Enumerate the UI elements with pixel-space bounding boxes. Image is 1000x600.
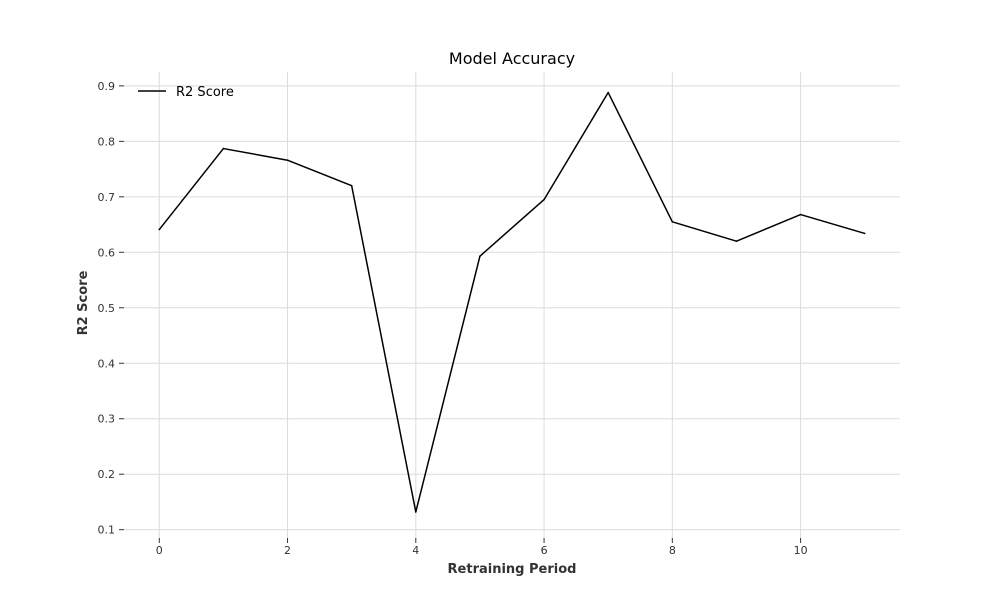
x-tick-label: 8 [669, 544, 676, 557]
y-tick-label: 0.1 [98, 524, 116, 537]
legend: R2 Score [138, 85, 234, 100]
y-tick-label: 0.2 [98, 468, 116, 481]
x-tick-label: 6 [541, 544, 548, 557]
data-point [479, 255, 481, 257]
y-tick-label: 0.4 [98, 357, 116, 370]
y-tick-label: 0.7 [98, 191, 116, 204]
axis-ticks: 0 2 4 6 8 10 0.1 0.2 0.3 0.4 0.5 0.6 0.7 0.8 0.9 [98, 80, 808, 557]
data-point [158, 228, 161, 231]
data-point [415, 511, 417, 513]
data-point [222, 147, 225, 150]
x-tick-label: 0 [156, 544, 163, 557]
x-axis-label: Retraining Period [448, 562, 577, 577]
data-point [735, 240, 738, 243]
data-point [286, 159, 289, 162]
y-tick-label: 0.6 [98, 246, 116, 259]
y-tick-label: 0.8 [98, 135, 116, 148]
x-tick-label: 4 [412, 544, 419, 557]
y-tick-label: 0.5 [98, 302, 116, 315]
data-point [671, 220, 674, 223]
grid [124, 72, 900, 538]
x-tick-label: 10 [794, 544, 808, 557]
data-point [543, 198, 545, 201]
series-layer [158, 91, 866, 513]
legend-label-r2-score: R2 Score [176, 85, 234, 100]
series-line-r2-score [158, 91, 865, 513]
data-point [350, 184, 353, 187]
chart-title: Model Accuracy [449, 49, 575, 68]
y-tick-label: 0.3 [98, 413, 116, 426]
data-point [607, 91, 609, 94]
data-point [799, 213, 802, 216]
x-tick-label: 2 [284, 544, 291, 557]
y-axis-label: R2 Score [76, 270, 91, 335]
y-tick-label: 0.9 [98, 80, 116, 93]
data-point [863, 232, 866, 235]
